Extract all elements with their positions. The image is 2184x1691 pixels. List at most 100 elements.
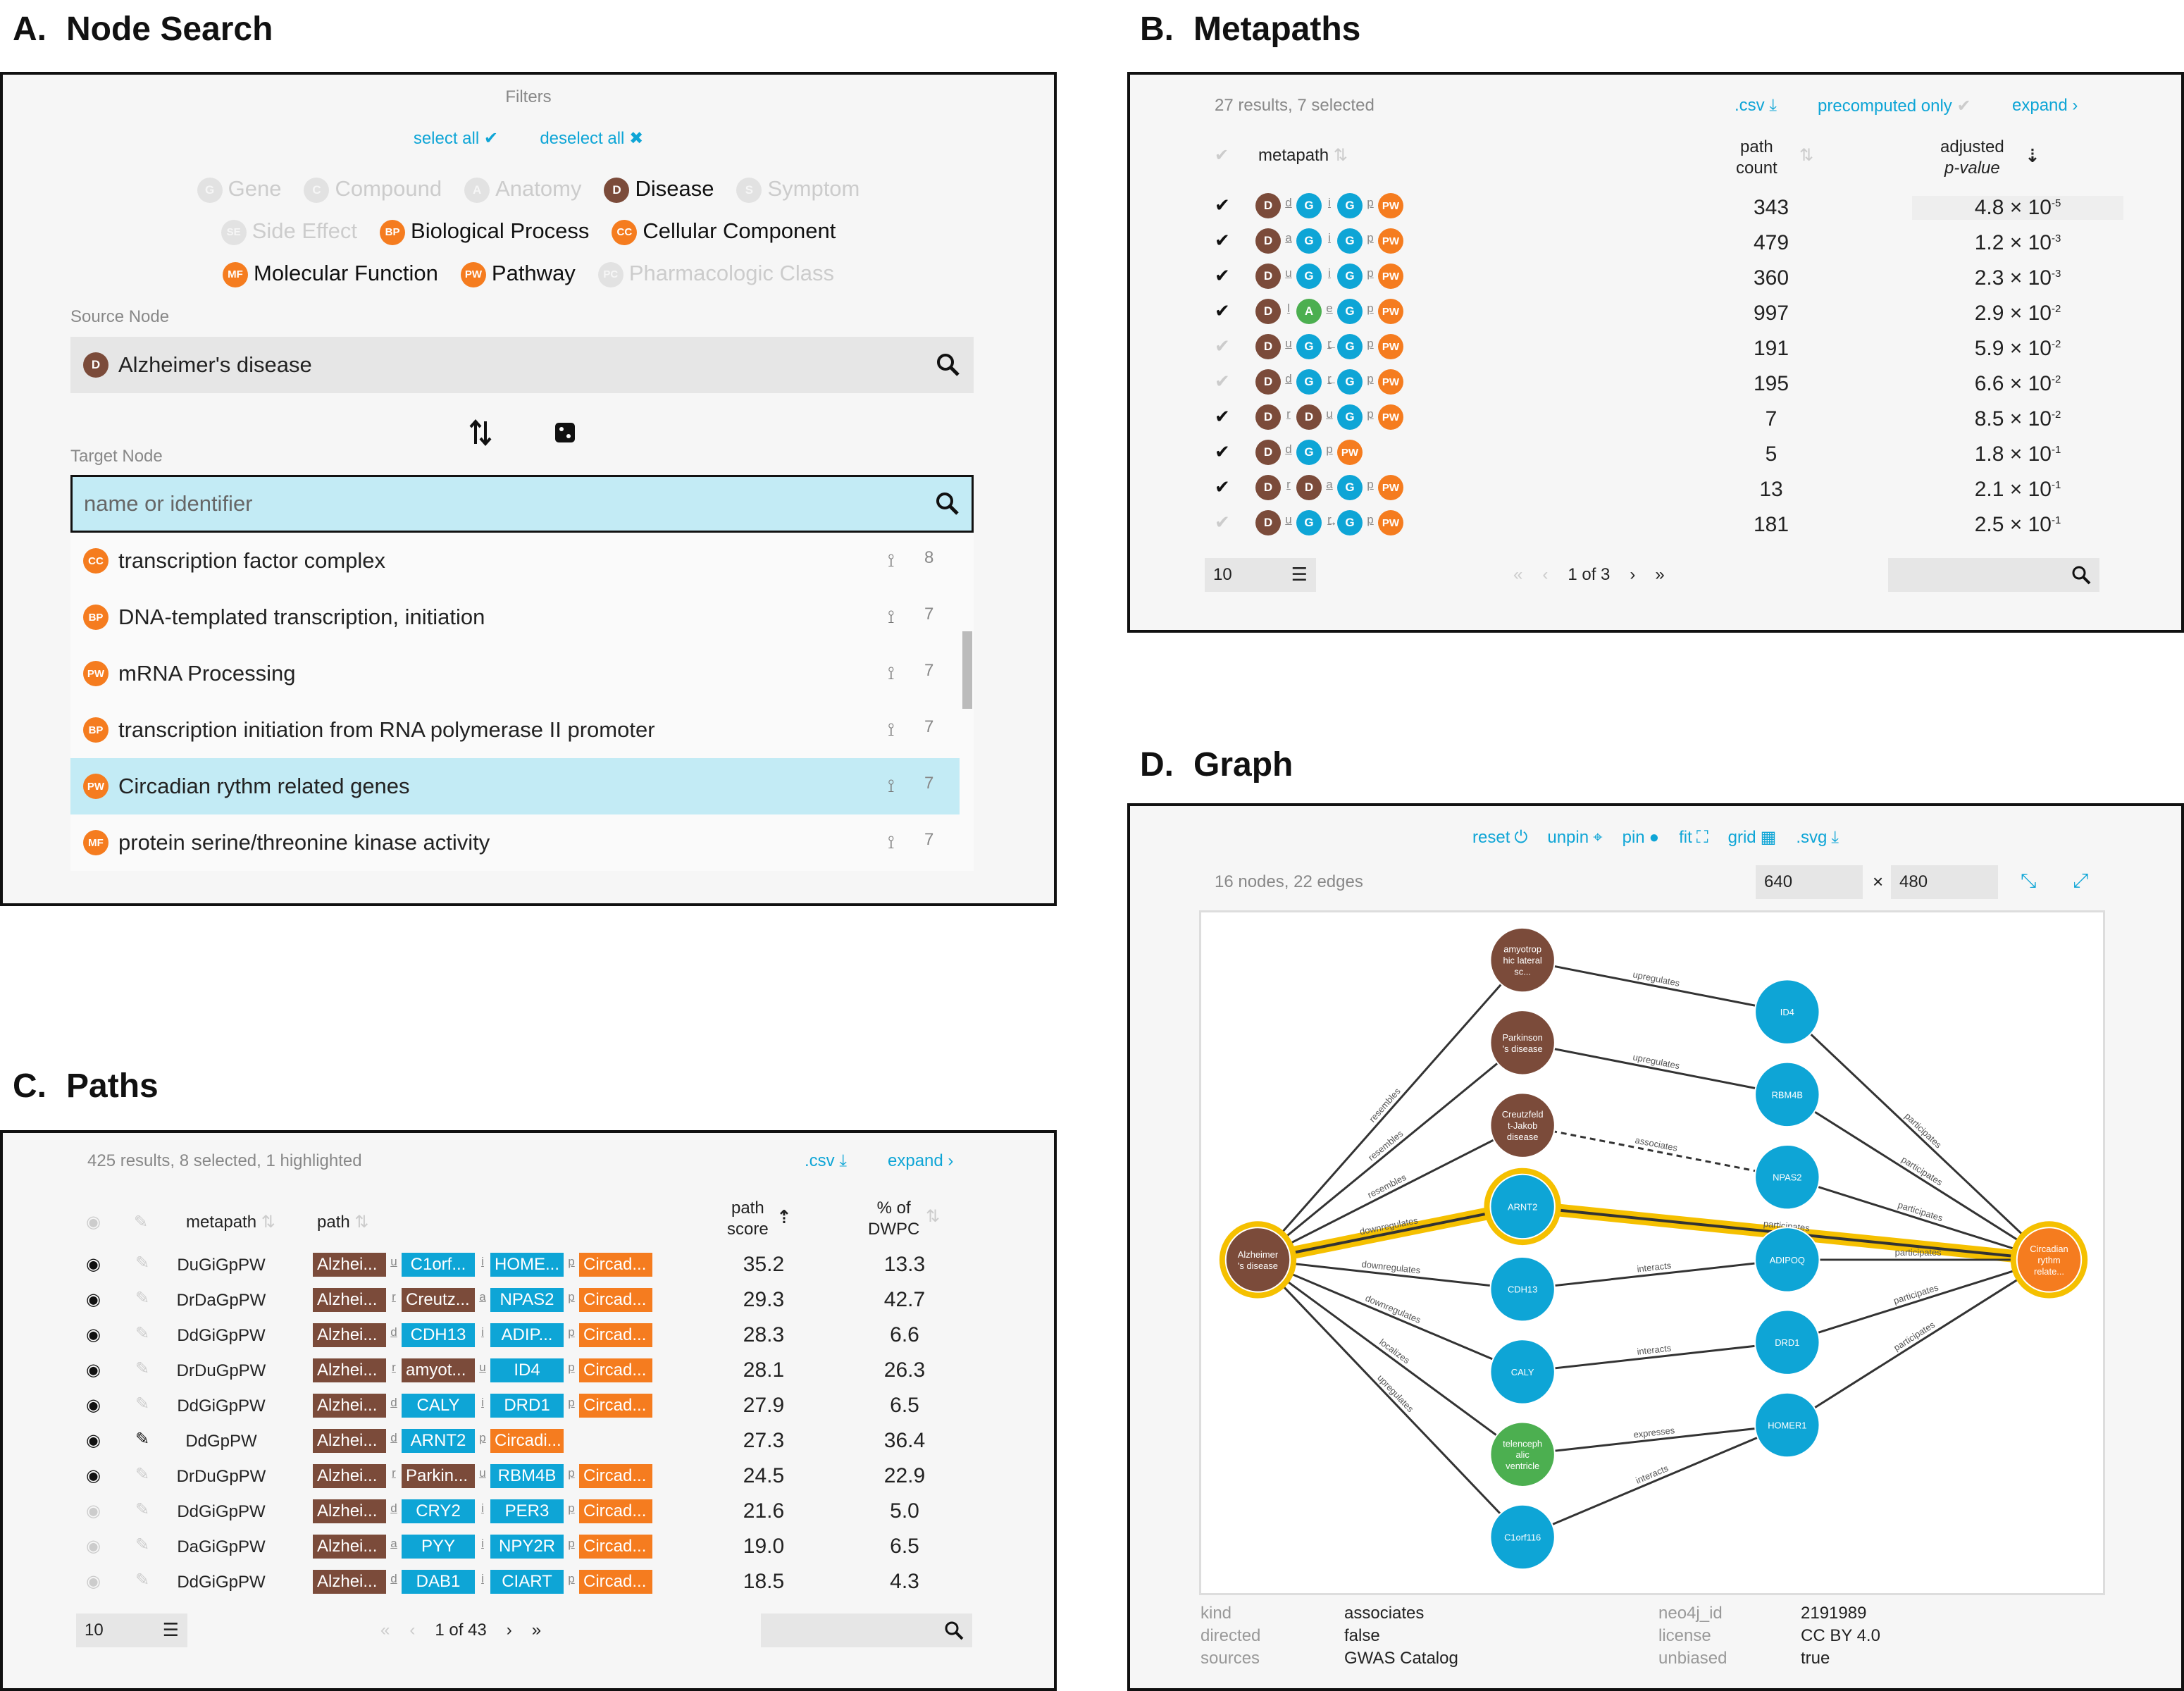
graph-node-amy[interactable] [1489,927,1556,993]
filter-disease[interactable]: D Disease [604,168,714,210]
fullscreen-icon[interactable]: ⤢ [2073,869,2089,891]
path-node-chip[interactable]: Creutz... [402,1288,475,1312]
pencil-icon[interactable]: ✎ [135,1500,150,1519]
path-node-chip[interactable]: Alzhei... [313,1499,386,1523]
eye-icon[interactable]: ◉ [86,1537,101,1556]
table-row[interactable]: ◉ ✎ DdGiGpPW Alzhei... d DAB1 i CIART p Circad...… [73,1564,1053,1599]
graph-edge[interactable] [1522,1341,1787,1373]
graph-node-park[interactable] [1489,1010,1556,1076]
graph-node-npas2[interactable] [1754,1144,1820,1210]
path-node-chip[interactable]: Circad... [579,1253,652,1277]
graph-edge[interactable] [1522,1041,1788,1096]
row-check-icon[interactable]: ✔ [1215,406,1230,427]
path-node-chip[interactable]: Alzhei... [313,1535,386,1559]
sort-desc-icon[interactable]: ⇡ [776,1206,792,1227]
table-row[interactable]: ◉ ✎ DdGpPW Alzhei... d ARNT2 p Circadi... 27.3 36… [73,1423,1053,1458]
path-node-chip[interactable]: Alzhei... [313,1358,386,1382]
list-item[interactable]: MF protein serine/threonine kinase activi… [70,814,960,871]
graph-height-input[interactable]: 480 [1891,865,1998,899]
path-node-chip[interactable]: C1orf... [402,1253,475,1277]
pin-button[interactable]: pin ● [1623,828,1660,847]
graph-node-circ[interactable] [2016,1227,2083,1293]
target-node-input[interactable]: name or identifier [70,475,974,533]
path-node-chip[interactable]: Circad... [579,1535,652,1559]
pencil-icon[interactable]: ✎ [135,1465,150,1484]
path-node-chip[interactable]: PYY [402,1535,475,1559]
filter-anatomy[interactable]: A Anatomy [464,168,581,210]
path-node-chip[interactable]: DRD1 [490,1394,564,1418]
graph-node-homer1[interactable] [1754,1392,1820,1458]
list-item[interactable]: CC transcription factor complex ⟟ 8 [70,533,960,589]
list-item[interactable]: PW Circadian rythm related genes ⟟ 7 [70,758,960,814]
paths-metapath-column-header[interactable]: metapath ⇅ [186,1213,275,1232]
swap-icon[interactable] [468,419,493,447]
path-node-chip[interactable]: NPAS2 [490,1288,564,1312]
path-node-chip[interactable]: Circad... [579,1499,652,1523]
path-node-chip[interactable]: CALY [402,1394,475,1418]
sort-icon[interactable]: ⇅ [926,1207,941,1226]
filter-cellular-component[interactable]: CC Cellular Component [612,210,836,252]
graph-node-creu[interactable] [1489,1092,1556,1158]
path-node-chip[interactable]: amyot... [402,1358,475,1382]
per-page-select[interactable]: 10 ☰ [1205,558,1316,592]
table-row[interactable]: ◉ ✎ DaGiGpPW Alzhei... a PYY i NPY2R p Circad... 1… [73,1529,1053,1564]
metapaths-filter-input[interactable] [1888,558,2099,592]
path-node-chip[interactable]: CIART [490,1570,564,1594]
graph-node-rbm4b[interactable] [1754,1061,1820,1128]
table-row[interactable]: ◉ ✎ DdGiGpPW Alzhei... d CALY i DRD1 p Circad... 2… [73,1388,1053,1423]
graph-edge[interactable] [1522,1124,1788,1179]
path-score-column-header[interactable]: path score [727,1198,769,1239]
metapath-column-header[interactable]: metapath ⇅ [1258,146,1348,165]
dwpc-column-header[interactable]: % of DWPC [868,1198,920,1239]
table-row[interactable]: ◉ ✎ DrDaGpPW Alzhei... r Creutz... a NPAS2 p Circ… [73,1282,1053,1318]
path-node-chip[interactable]: Alzhei... [313,1464,386,1488]
graph-node-alz[interactable] [1224,1227,1291,1293]
eye-icon[interactable]: ◉ [86,1396,101,1415]
filter-pharmacologic-class[interactable]: PC Pharmacologic Class [597,252,834,295]
unpin-button[interactable]: unpin ⌖ [1547,828,1602,847]
search-icon[interactable] [935,491,960,516]
eye-icon[interactable]: ◉ [86,1572,101,1591]
path-node-chip[interactable]: ADIP... [490,1323,564,1347]
pencil-icon[interactable]: ✎ [135,1359,150,1378]
path-node-chip[interactable]: DAB1 [402,1570,475,1594]
deselect-all-button[interactable]: deselect all ✖ [540,129,644,148]
row-check-icon[interactable]: ✔ [1215,194,1230,216]
row-check-icon[interactable]: ✔ [1215,441,1230,462]
row-check-icon[interactable]: ✔ [1215,265,1230,286]
path-node-chip[interactable]: Circad... [579,1464,652,1488]
row-check-icon[interactable]: ✔ [1215,371,1230,392]
graph-canvas[interactable]: resemblesresemblesresemblesdownregulates… [1199,910,2105,1595]
graph-edge[interactable] [1522,1258,1787,1291]
paths-expand-button[interactable]: expand › [888,1151,954,1170]
precomputed-only-toggle[interactable]: precomputed only ✔ [1818,97,1971,116]
table-row[interactable]: ◉ ✎ DrDuGpPW Alzhei... r amyot... u ID4 p Circad.… [73,1353,1053,1388]
graph-node-tele[interactable] [1489,1421,1556,1487]
path-count-column-header[interactable]: path count [1736,137,1777,178]
filter-symptom[interactable]: S Symptom [736,168,860,210]
path-node-chip[interactable]: Alzhei... [313,1394,386,1418]
graph-edge[interactable] [1786,1011,2050,1261]
svg-export-button[interactable]: .svg ⤓ [1796,828,1839,847]
path-node-chip[interactable]: Circad... [579,1570,652,1594]
pencil-icon[interactable]: ✎ [135,1253,150,1272]
path-node-chip[interactable]: Alzhei... [313,1570,386,1594]
graph-edge[interactable] [1257,1258,1524,1456]
graph-edge[interactable] [1787,1258,2050,1426]
random-dice-icon[interactable] [554,421,576,444]
graph-width-input[interactable]: 640 [1756,865,1863,899]
table-row[interactable]: ◉ ✎ DrDuGpPW Alzhei... r Parkin... u RBM4B p Circ… [73,1458,1053,1494]
eye-icon[interactable]: ◉ [86,1431,101,1450]
graph-node-cdh13[interactable] [1489,1256,1556,1323]
filter-biological-process[interactable]: BP Biological Process [380,210,589,252]
filter-pathway[interactable]: PW Pathway [460,252,576,295]
table-row[interactable]: ◉ ✎ DdGiGpPW Alzhei... d CRY2 i PER3 p Circad... 2… [73,1494,1053,1529]
eye-icon[interactable]: ◉ [86,1361,101,1380]
path-node-chip[interactable]: Alzhei... [313,1253,386,1277]
list-item[interactable]: PW mRNA Processing ⟟ 7 [70,645,960,702]
eye-icon[interactable]: ◉ [86,1501,101,1520]
next-page-icon[interactable]: › [1630,565,1636,584]
